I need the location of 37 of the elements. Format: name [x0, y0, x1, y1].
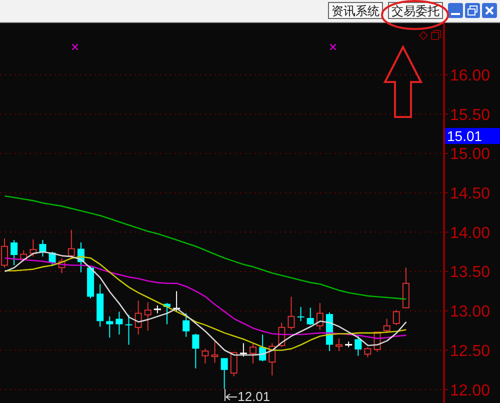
y-tick-label: 15.00 [450, 146, 490, 164]
candlestick [383, 318, 390, 334]
text: 15.01 [445, 128, 500, 144]
candlestick [68, 229, 75, 259]
candlestick [250, 343, 257, 364]
candlestick [336, 338, 343, 352]
candlestick [288, 296, 295, 330]
candlestick [211, 341, 218, 364]
candlestick [392, 310, 400, 326]
candlestick [220, 358, 228, 390]
candlestick [182, 312, 190, 338]
candlestick [306, 307, 314, 326]
candlestick [125, 314, 132, 346]
y-tick-label: 13.50 [450, 264, 490, 282]
candlestick [10, 240, 18, 266]
candlestick [297, 306, 304, 322]
y-tick-label: 12.00 [450, 382, 490, 400]
candlestick [239, 342, 248, 358]
candlestick [144, 302, 152, 332]
candlestick [364, 346, 372, 358]
candlestick [192, 333, 200, 369]
y-tick-label: 14.00 [450, 224, 490, 242]
candlestick [134, 300, 142, 336]
candlestick [202, 348, 209, 364]
y-tick-label: 12.50 [450, 342, 490, 360]
y-tick-label: 15.50 [450, 106, 490, 124]
candlestick [20, 250, 28, 262]
text: 资讯系统 [328, 2, 383, 19]
annotation: 12.01 [238, 388, 270, 403]
text: 交易委托 [388, 2, 443, 19]
candlestick [106, 316, 114, 338]
candlestick [316, 302, 324, 330]
y-tick-label: 16.00 [450, 67, 490, 84]
y-tick-label: 14.50 [450, 186, 490, 202]
y-tick-label: 13.00 [450, 304, 490, 321]
candlestick [116, 311, 123, 336]
candlestick [354, 336, 362, 356]
